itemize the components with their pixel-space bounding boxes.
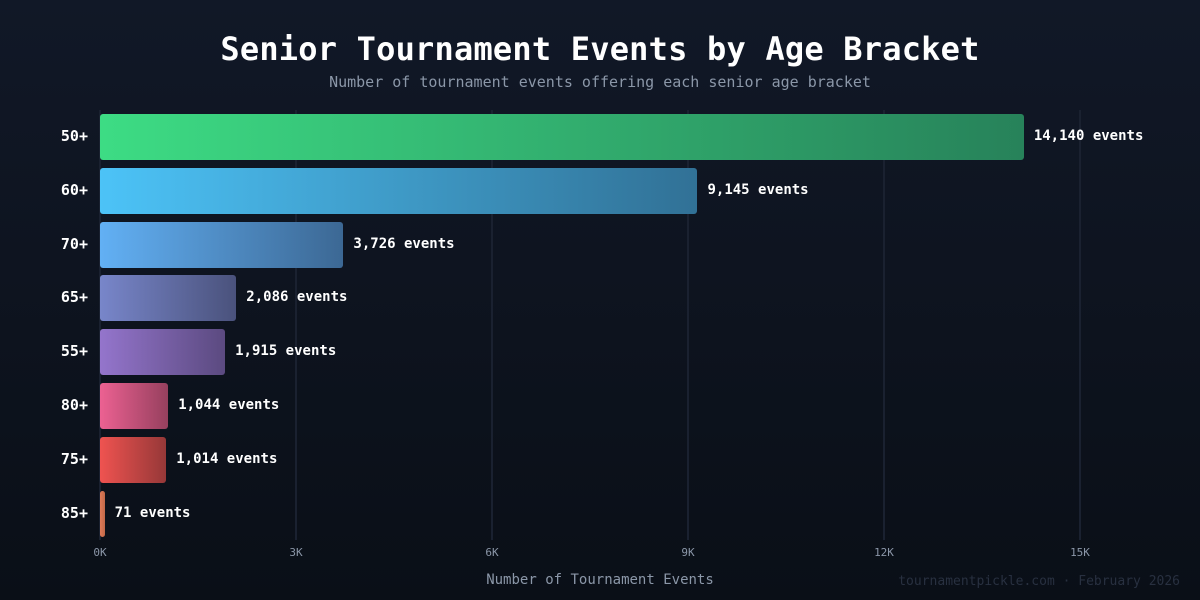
x-tick: 3K (289, 546, 303, 559)
bar (100, 114, 1024, 160)
value-label: 14,140 events (1033, 128, 1144, 144)
category-label: 65+ (60, 288, 88, 307)
gridline (687, 110, 689, 540)
value-label: 2,086 events (246, 289, 348, 306)
x-tick: 0K (93, 546, 107, 559)
bar (100, 167, 698, 214)
bar (100, 275, 237, 322)
value-label: 3,726 events (353, 235, 455, 252)
category-label: 80+ (60, 396, 88, 414)
x-tick: 15K (1070, 546, 1090, 559)
value-label: 71 events (114, 504, 191, 521)
category-label: 55+ (60, 342, 88, 361)
bar (100, 436, 167, 483)
chart-subtitle: Number of tournament events offering eac… (329, 73, 871, 91)
bar (100, 490, 105, 537)
category-label: 50+ (60, 127, 88, 145)
x-tick: 12K (874, 546, 894, 559)
bar (100, 383, 169, 429)
gridline (1079, 110, 1081, 540)
bar (100, 329, 226, 376)
value-label: 1,014 events (176, 450, 278, 467)
value-label: 9,145 events (707, 181, 809, 198)
gridline (491, 110, 493, 540)
gridline (883, 110, 885, 540)
value-label: 1,044 events (178, 397, 280, 413)
chart-title: Senior Tournament Events by Age Bracket (220, 30, 980, 68)
plot-area: 50+ 14,140 events 60+ 9,145 events 70+ 3,726 … (61, 110, 1143, 540)
gridline (295, 110, 297, 540)
x-tick: 6K (485, 546, 499, 559)
source-credit: tournamentpickle.com · February 2026 (898, 574, 1180, 589)
value-label: 1,915 events (235, 343, 337, 360)
bar (100, 221, 344, 268)
category-label: 60+ (60, 180, 88, 199)
category-label: 70+ (60, 234, 88, 253)
category-label: 75+ (60, 449, 88, 468)
category-label: 85+ (60, 503, 88, 522)
gridline (99, 110, 101, 540)
x-axis-label: Number of Tournament Events (486, 572, 714, 588)
x-tick: 9K (681, 546, 695, 559)
